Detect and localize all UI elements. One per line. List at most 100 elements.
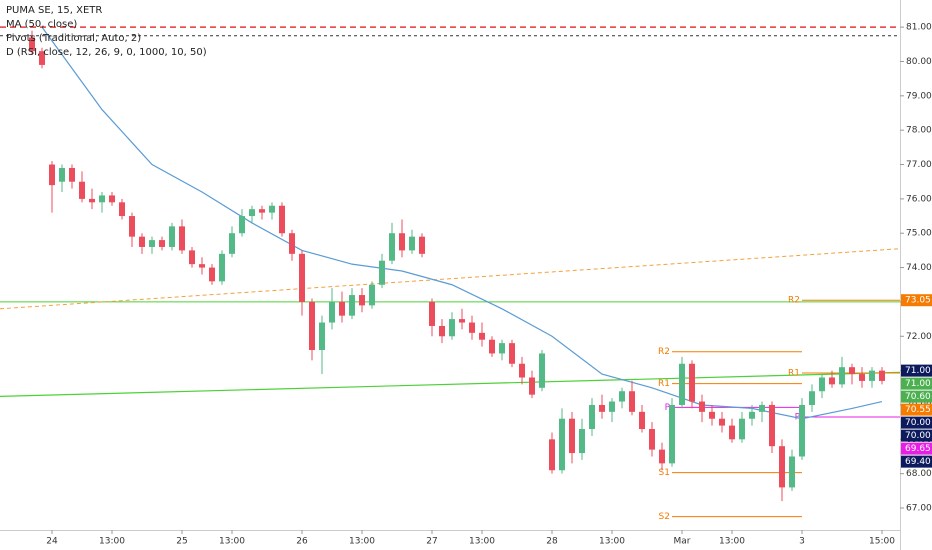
candle-body: [829, 377, 835, 385]
price-tag-label: 70.00: [905, 418, 931, 428]
candle-body: [59, 167, 65, 182]
trend-line: [0, 371, 901, 397]
candle-body: [179, 226, 185, 251]
candle-body: [739, 418, 745, 440]
candle-body: [419, 236, 425, 254]
candle-body: [689, 363, 695, 402]
legend-indicator: Pivots (Traditional, Auto, 2): [6, 33, 141, 44]
y-tick-label: 67.00: [906, 504, 932, 514]
candle-body: [769, 404, 775, 447]
candle-body: [499, 343, 505, 354]
candle-body: [559, 418, 565, 471]
candle-body: [729, 425, 735, 440]
price-tag-label: 71.00: [905, 366, 931, 376]
pivot-label: P: [665, 403, 671, 413]
x-tick-label: 24: [46, 537, 58, 547]
pivot-label: S2: [659, 512, 670, 522]
y-tick-label: 75.00: [906, 229, 932, 239]
candle-body: [709, 411, 715, 419]
candle-body: [629, 391, 635, 412]
y-tick-label: 80.00: [906, 57, 932, 67]
candle-body: [229, 233, 235, 254]
trend-line: [0, 248, 901, 310]
candle-body: [859, 374, 865, 381]
candle-body: [379, 260, 385, 285]
candle-body: [799, 404, 805, 457]
y-tick-label: 81.00: [906, 23, 932, 33]
candle-body: [89, 198, 95, 203]
price-tag: [901, 294, 932, 307]
candle-body: [619, 391, 625, 402]
candle-body: [819, 377, 825, 392]
candle-body: [479, 332, 485, 340]
price-tag-label: 71.00: [905, 379, 931, 389]
x-tick-label: Mar: [674, 537, 691, 547]
candle-body: [579, 429, 585, 454]
y-tick-label: 74.00: [906, 263, 932, 273]
candle-body: [659, 449, 665, 464]
candle-body: [749, 411, 755, 419]
candle-body: [119, 202, 125, 217]
candle-body: [69, 167, 75, 182]
candle-body: [849, 367, 855, 375]
candle-body: [809, 391, 815, 405]
candle-body: [429, 301, 435, 326]
candle-body: [779, 446, 785, 488]
price-tag-label: 70.00: [905, 431, 931, 441]
candle-body: [839, 367, 845, 385]
candle-body: [489, 339, 495, 354]
x-tick-label: 26: [296, 537, 308, 547]
candle-body: [189, 250, 195, 265]
pivot-label: R1: [658, 379, 670, 389]
candle-body: [549, 439, 555, 471]
legend-title: PUMA SE, 15, XETR: [6, 5, 102, 16]
candle-body: [339, 301, 345, 316]
price-tag-label: 69.65: [905, 444, 931, 454]
candle-body: [139, 236, 145, 247]
candle-body: [519, 363, 525, 378]
x-tick-label: 13:00: [719, 537, 745, 547]
y-tick-label: 79.00: [906, 91, 932, 101]
candle-body: [699, 401, 705, 412]
candle-body: [29, 37, 35, 52]
candle-body: [569, 418, 575, 454]
y-tick-label: 76.00: [906, 194, 932, 204]
candle-body: [449, 319, 455, 337]
price-tag: [901, 429, 932, 442]
candle-body: [159, 240, 165, 247]
candle-body: [879, 370, 885, 381]
candle-body: [299, 253, 305, 302]
candle-body: [319, 322, 325, 351]
x-tick-label: 13:00: [469, 537, 495, 547]
candle-body: [209, 267, 215, 282]
candle-body: [399, 233, 405, 251]
candle-body: [169, 226, 175, 247]
candle-body: [329, 301, 335, 323]
price-tag: [901, 455, 932, 468]
candle-body: [639, 411, 645, 430]
pivot-label: R1: [788, 369, 800, 379]
candle-body: [609, 401, 615, 412]
candle-body: [469, 322, 475, 333]
candle-body: [349, 295, 355, 316]
pivot-label: R2: [788, 296, 800, 306]
legend: PUMA SE, 15, XETR MA (50, close) Pivots …: [6, 5, 207, 58]
price-tag: [901, 442, 932, 455]
price-tag-label: 70.55: [905, 405, 931, 415]
candle-body: [539, 353, 545, 388]
pivot-label: S1: [659, 468, 670, 478]
price-tag: [901, 403, 932, 416]
y-tick-label: 77.00: [906, 160, 932, 170]
candle-body: [649, 429, 655, 450]
price-tag-label: 73.05: [905, 296, 931, 306]
x-tick-label: 13:00: [349, 537, 375, 547]
candle-body: [459, 319, 465, 323]
price-tag: [901, 416, 932, 429]
candle-body: [199, 264, 205, 268]
candle-body: [529, 377, 535, 395]
candle-body: [679, 363, 685, 405]
candle-body: [149, 240, 155, 247]
pivot-label: R2: [658, 347, 670, 357]
